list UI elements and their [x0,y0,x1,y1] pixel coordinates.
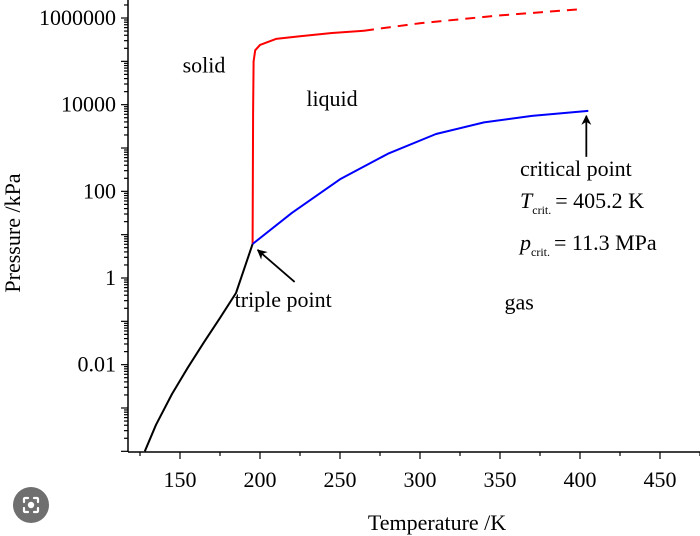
annotations: triple point critical point Tcrit. = 405.2 … [235,114,657,312]
critical-pressure-text: pcrit. = 11.3 MPa [518,230,657,259]
y-tick-label: 100 [83,178,116,203]
critical-temperature-text: Tcrit. = 405.2 K [520,188,644,217]
series-line-0 [143,243,254,452]
region-labels: solid liquid gas [183,53,534,315]
triple-point-arrow [256,249,296,283]
region-label-liquid: liquid [306,86,357,111]
x-tick-label: 350 [484,467,517,492]
x-axis-title: Temperature /K [368,510,506,535]
lens-icon[interactable] [13,487,49,523]
x-tick-label: 150 [164,467,197,492]
triple-point-label: triple point [235,287,332,312]
region-label-solid: solid [183,53,226,78]
y-tick-label: 10000 [61,92,116,117]
x-tick-label: 300 [404,467,437,492]
series-line-1 [251,29,365,245]
axes [127,0,700,453]
series-layer [143,8,589,452]
y-axis-title: Pressure /kPa [0,173,25,292]
y-tick-label: 1 [105,265,116,290]
series-line-2 [363,8,581,32]
ticks: 150 200 250 300 350 400 450 1000000 10000 100 1 0.0… [39,4,700,492]
lens-glyph [22,496,40,514]
x-tick-label: 450 [644,467,677,492]
x-tick-label: 200 [244,467,277,492]
region-label-gas: gas [505,289,534,314]
x-tick-label: 400 [564,467,597,492]
y-tick-label: 0.01 [78,352,117,377]
series-line-3 [251,109,589,245]
x-tick-label: 250 [324,467,357,492]
y-tick-label: 1000000 [39,5,116,30]
critical-point-label: critical point [520,156,632,181]
